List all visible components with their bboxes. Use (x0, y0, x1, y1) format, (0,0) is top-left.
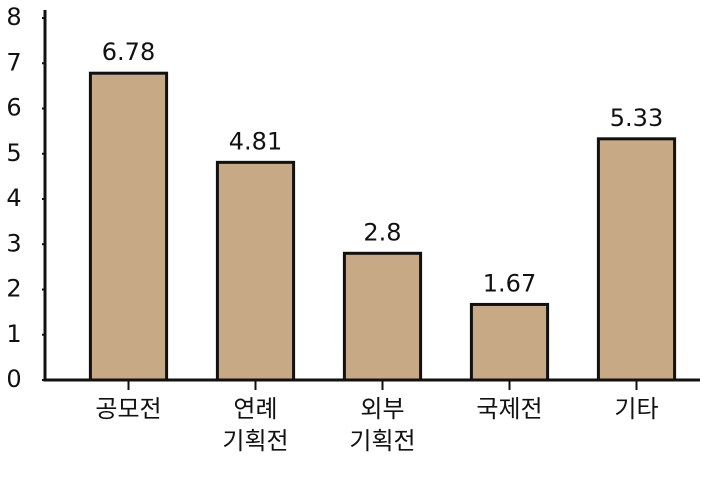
value-label: 4.81 (229, 127, 282, 155)
x-tick-label: 기획전 (349, 427, 415, 455)
bar (88, 71, 169, 382)
y-tick-label: 1 (6, 320, 21, 348)
bar (469, 302, 550, 382)
x-tick-label: 기타 (614, 395, 658, 423)
y-tick-label: 0 (6, 365, 21, 393)
y-tick-label: 5 (6, 139, 21, 167)
x-tick-label: 연례 (233, 395, 277, 423)
y-tick-label: 3 (6, 229, 21, 257)
bar (215, 160, 296, 382)
y-tick-label: 7 (6, 48, 21, 76)
y-tick-label: 2 (6, 275, 21, 303)
x-tick-label: 외부 (360, 395, 404, 423)
y-tick-label: 4 (6, 184, 21, 212)
y-tick-label: 6 (6, 94, 21, 122)
y-tick-label: 8 (6, 3, 21, 31)
value-label: 5.33 (610, 104, 663, 132)
x-tick-label: 국제전 (476, 395, 542, 423)
value-label: 6.78 (102, 38, 155, 66)
bar (596, 137, 677, 382)
x-tick-label: 공모전 (95, 395, 161, 423)
x-tick-label: 기획전 (222, 427, 288, 455)
bar (342, 251, 423, 382)
value-label: 1.67 (483, 269, 536, 297)
value-label: 2.8 (363, 218, 401, 246)
